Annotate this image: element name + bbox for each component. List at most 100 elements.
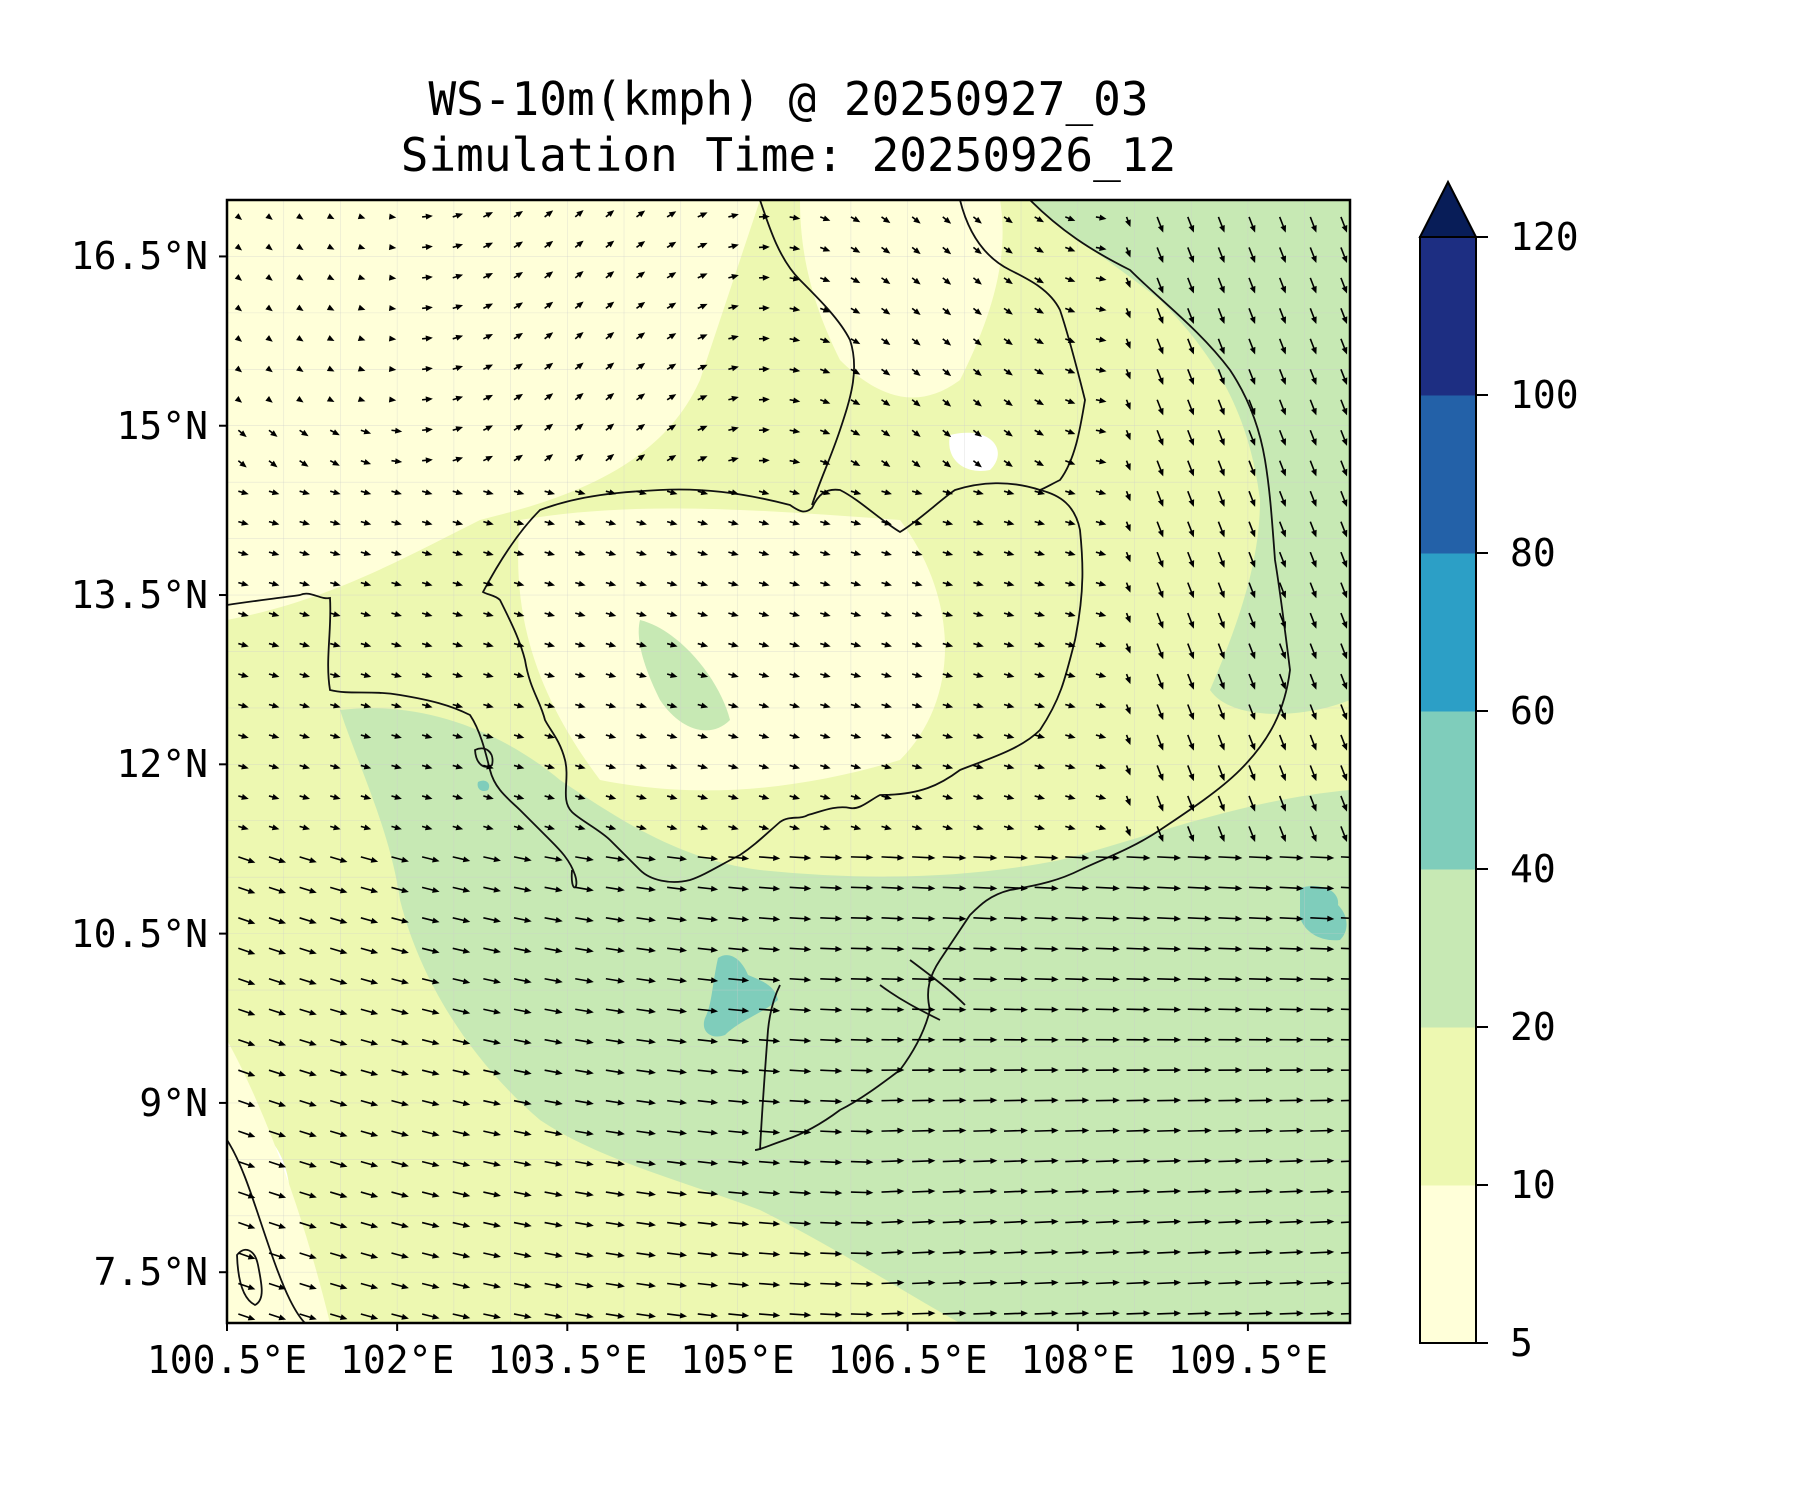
- wind-arrow: [544, 611, 556, 617]
- wind-arrow: [329, 1252, 348, 1260]
- wind-arrow: [942, 1157, 967, 1164]
- wind-arrow: [544, 301, 554, 309]
- wind-arrow: [605, 611, 617, 617]
- wind-arrow: [697, 916, 719, 923]
- colorbar-segment: [1420, 1185, 1476, 1344]
- wind-arrow: [1125, 399, 1131, 410]
- wind-arrow: [1187, 216, 1195, 233]
- wind-arrow: [421, 611, 433, 617]
- wind-arrow: [1034, 246, 1045, 253]
- wind-arrow: [881, 885, 905, 892]
- wind-arrow: [1065, 1157, 1090, 1164]
- wind-arrow: [1003, 429, 1013, 437]
- wind-arrow: [421, 1069, 440, 1076]
- wind-arrow: [1340, 704, 1348, 721]
- wind-arrow: [1248, 369, 1256, 385]
- country-border-cambodia: [481, 482, 1084, 883]
- wind-arrow: [605, 550, 617, 557]
- lon-tick-label: 102°E: [339, 1338, 455, 1382]
- wind-arrow: [575, 611, 586, 617]
- wind-arrow: [820, 489, 831, 496]
- wind-arrow: [360, 1191, 379, 1198]
- wind-arrow: [1095, 245, 1107, 252]
- wind-arrow: [268, 824, 280, 831]
- wind-arrow: [912, 976, 936, 983]
- wind-arrow: [881, 915, 905, 922]
- wind-arrow: [1309, 429, 1317, 446]
- wind-arrow: [942, 611, 954, 617]
- wind-arrow: [1065, 1249, 1090, 1256]
- wind-arrow: [728, 1007, 750, 1014]
- wind-arrow: [238, 763, 249, 770]
- wind-arrow: [268, 489, 280, 496]
- wind-arrow: [268, 460, 278, 468]
- wind-arrow: [574, 301, 584, 309]
- wind-arrow: [789, 489, 801, 496]
- wind-arrow: [1125, 643, 1131, 654]
- wind-arrow: [452, 1099, 471, 1107]
- wind-arrow: [452, 641, 464, 648]
- wind-arrow: [1156, 734, 1164, 751]
- strong-wind-patch: [703, 955, 778, 1037]
- wind-arrow: [1187, 369, 1195, 385]
- wind-arrow: [296, 213, 304, 220]
- wind-arrow: [881, 1249, 905, 1256]
- wind-arrow: [544, 977, 563, 984]
- wind-arrow: [789, 1250, 812, 1257]
- wind-arrow: [758, 1159, 781, 1166]
- wind-arrow: [1034, 1249, 1059, 1256]
- wind-arrow: [850, 429, 861, 436]
- wind-arrow: [1065, 945, 1090, 952]
- wind-arrow: [697, 641, 709, 648]
- wind-arrow: [296, 335, 304, 342]
- wind-arrow: [1125, 247, 1131, 258]
- wind-arrow: [667, 946, 688, 953]
- wind-arrow: [360, 641, 372, 648]
- wind-arrow: [391, 886, 409, 894]
- wind-arrow: [1279, 915, 1304, 922]
- wind-arrow: [1248, 490, 1256, 507]
- wind-arrow: [299, 580, 311, 587]
- wind-arrow: [421, 977, 440, 985]
- wind-arrow: [1157, 1310, 1182, 1317]
- wind-arrow: [942, 1036, 967, 1043]
- wind-arrow: [330, 519, 341, 526]
- wind-arrow: [1218, 1249, 1243, 1256]
- wind-arrow: [789, 824, 801, 831]
- wind-arrow: [268, 611, 280, 617]
- wind-arrow: [1095, 733, 1107, 739]
- wind-arrow: [1217, 429, 1225, 446]
- wind-arrow: [575, 1038, 594, 1045]
- wind-arrow: [452, 1221, 471, 1228]
- wind-arrow: [881, 1279, 905, 1286]
- wind-arrow: [728, 611, 739, 617]
- wind-arrow: [666, 333, 677, 340]
- wind-arrow: [452, 1038, 471, 1046]
- colorbar-segment: [1420, 237, 1476, 396]
- wind-arrow: [666, 272, 677, 279]
- wind-arrow: [1095, 489, 1107, 496]
- wind-arrow: [728, 916, 750, 923]
- wind-arrow: [911, 368, 921, 376]
- wind-arrow: [1003, 580, 1015, 587]
- wind-arrow: [421, 824, 433, 831]
- wind-arrow: [881, 338, 891, 346]
- wind-arrow: [1278, 308, 1287, 325]
- wind-arrow: [513, 332, 524, 340]
- wind-arrow: [1125, 765, 1131, 776]
- wind-arrow: [1126, 1218, 1151, 1225]
- wind-arrow: [911, 702, 923, 709]
- wind-arrow: [850, 216, 861, 223]
- wind-arrow: [422, 457, 433, 464]
- wind-arrow: [421, 489, 433, 496]
- wind-arrow: [1095, 427, 1107, 434]
- wind-arrow: [605, 453, 615, 462]
- wind-arrow: [268, 1191, 287, 1199]
- wind-arrow: [238, 672, 249, 678]
- wind-arrow: [636, 947, 656, 954]
- wind-arrow: [1156, 216, 1164, 233]
- wind-arrow: [575, 1130, 594, 1137]
- wind-arrow: [666, 672, 678, 678]
- map-title-line1: WS-10m(kmph) @ 20250927_03: [428, 72, 1149, 126]
- wind-arrow: [1217, 521, 1225, 538]
